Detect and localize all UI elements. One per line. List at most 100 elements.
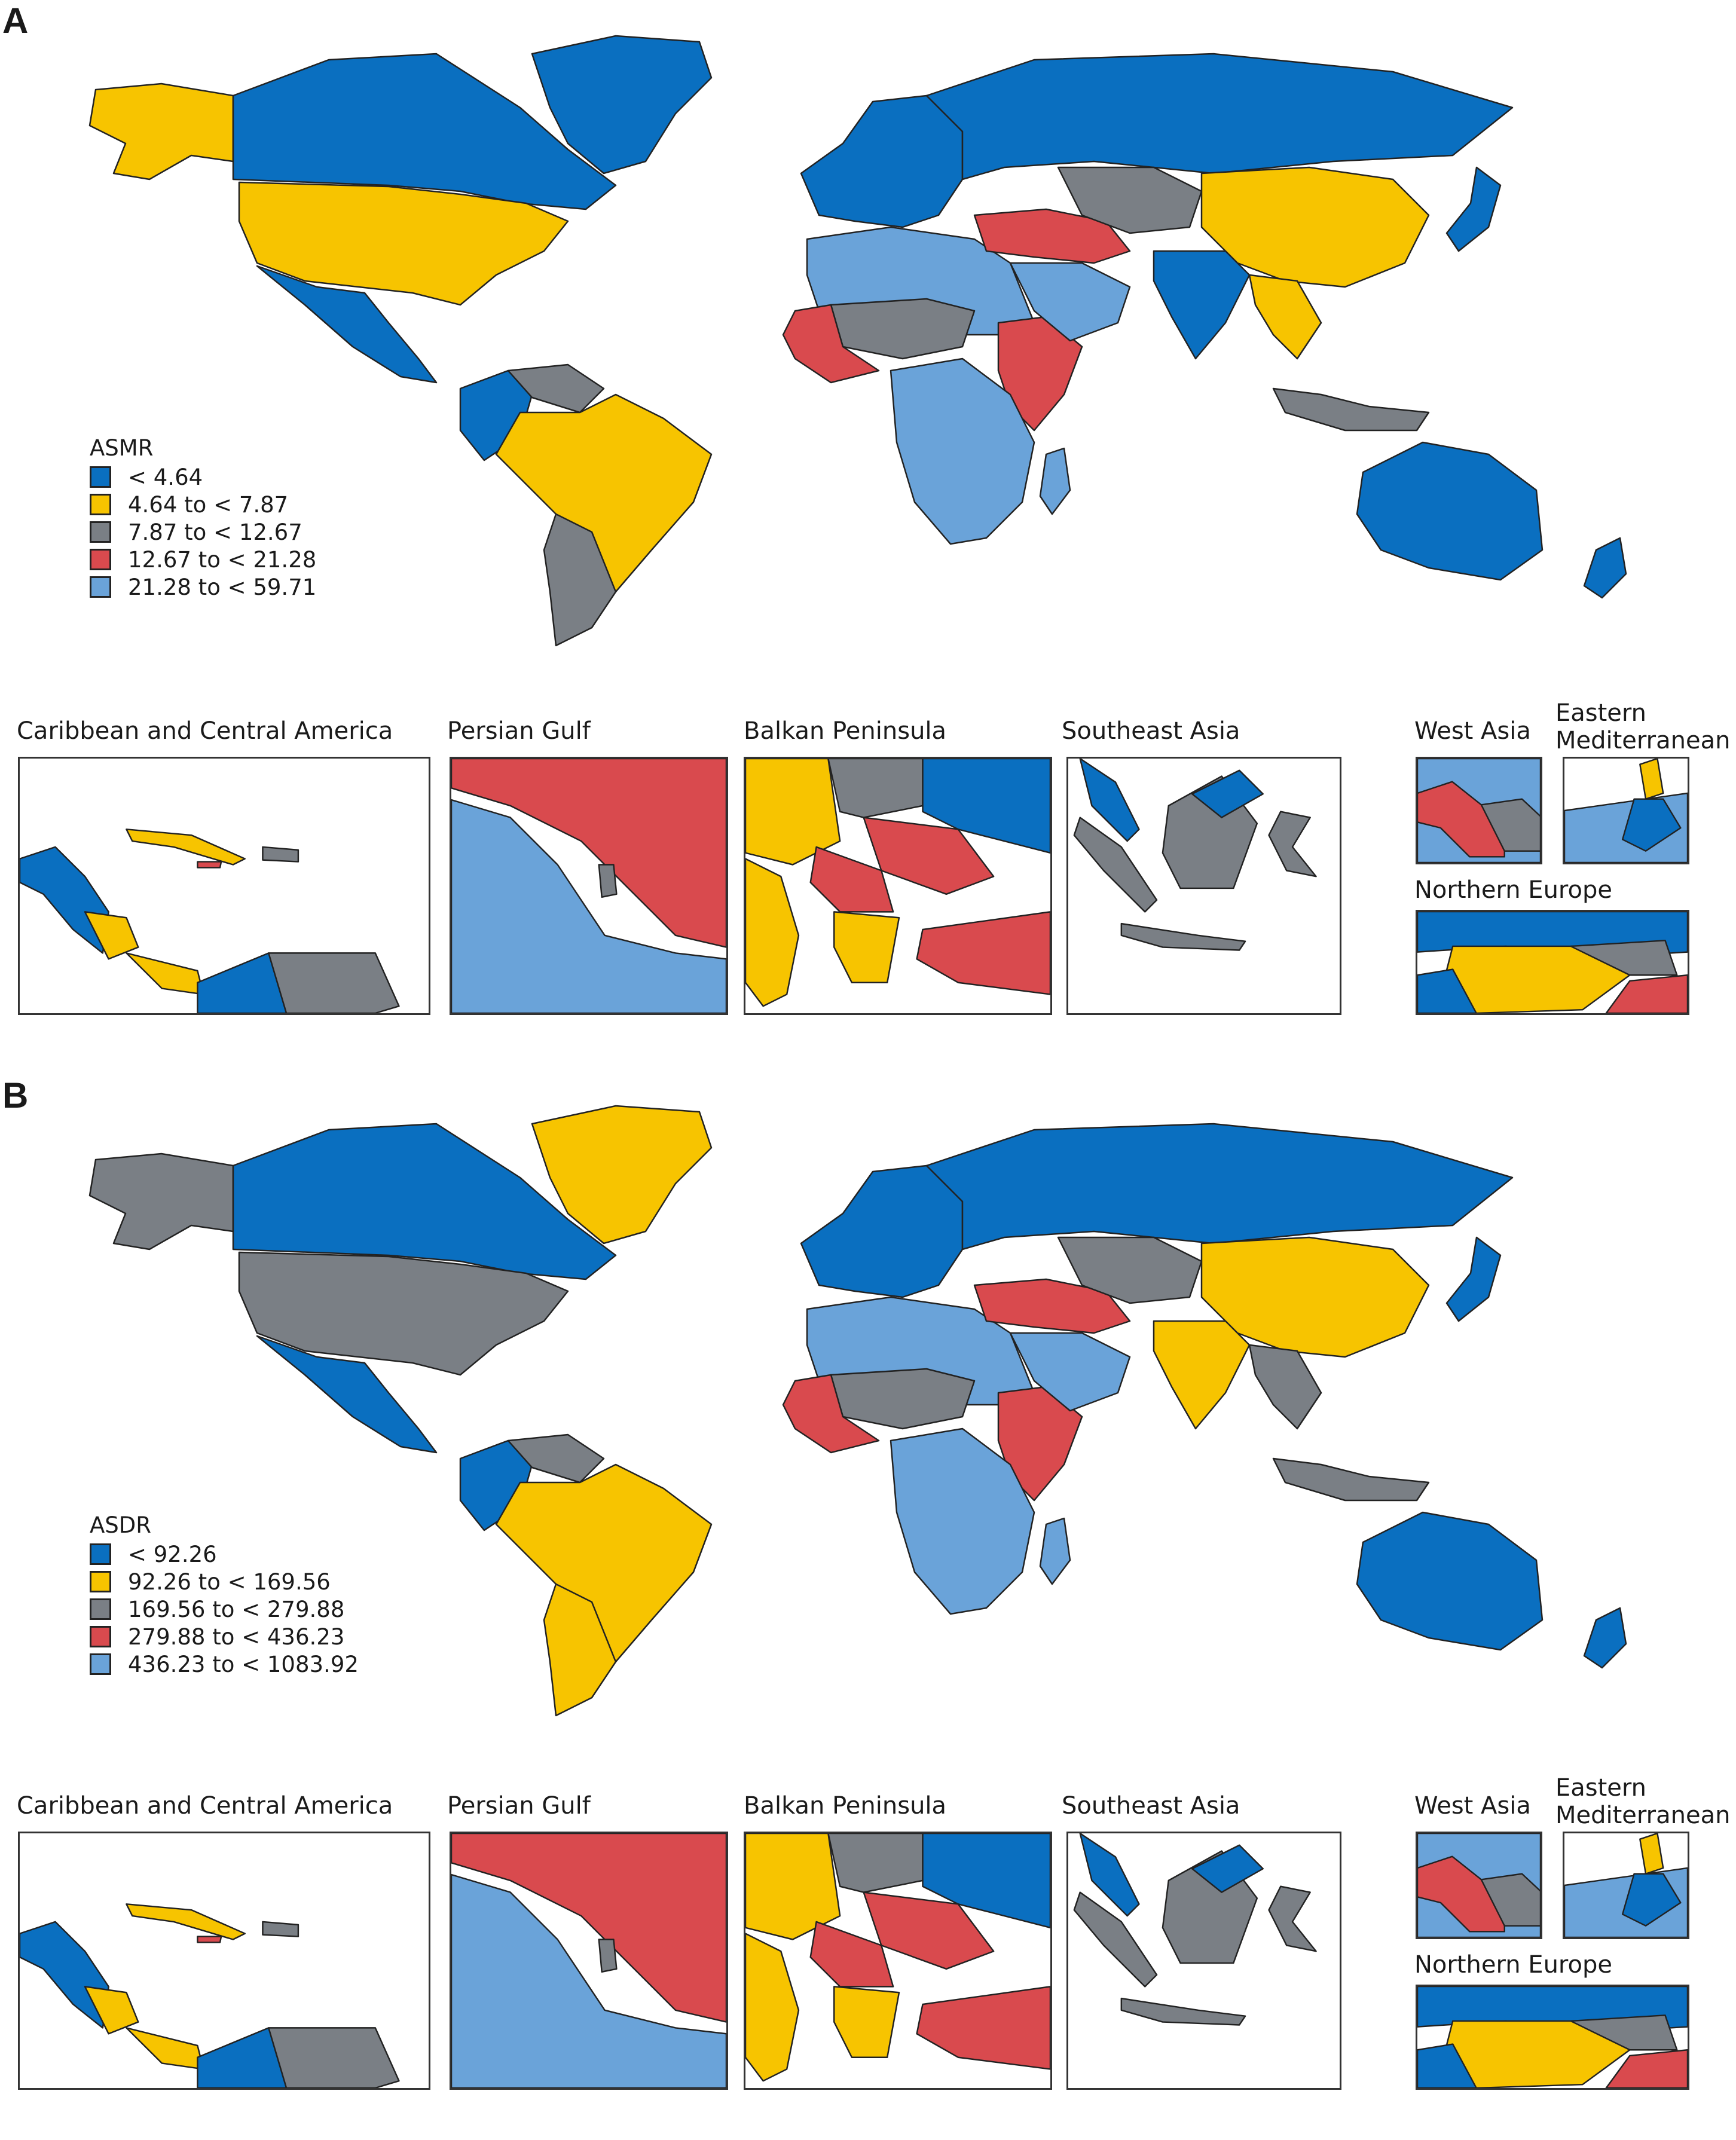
region-colombia [197,952,288,1013]
legend-item: 169.56 to < 279.88 [90,1595,359,1623]
legend-swatch [90,521,111,543]
region-russia [925,53,1514,181]
region-southeast-asia [1248,274,1322,360]
legend-swatch [90,1653,111,1675]
inset-northern-europe [1416,1985,1689,2090]
region-sumatra [1073,817,1158,913]
legend-label: < 4.64 [128,464,203,490]
inset-title-persian-gulf: Persian Gulf [447,1792,591,1820]
region-italy [745,1933,800,2082]
region-red [1417,781,1505,858]
region-qatar [598,864,618,898]
region-new-zealand [1583,1607,1627,1669]
region-italy [745,858,800,1007]
region-alaska [88,82,234,181]
region-greenland [531,35,713,175]
region-canada [232,1123,617,1280]
inset-title-eastern-mediterranean: Eastern Mediterranean [1555,699,1731,754]
inset-title-southeast-asia: Southeast Asia [1062,1792,1240,1820]
region-europe [800,1164,964,1298]
legend-label: 436.23 to < 1083.92 [128,1651,359,1677]
region-hispaniola [262,1921,299,1937]
region-sulawesi [1268,1885,1317,1952]
panel-label: B [2,1075,29,1115]
region-south-america [495,1463,713,1663]
region-west-africa [782,304,880,384]
legend-label: 7.87 to < 12.67 [128,519,302,545]
region-java [1120,922,1246,951]
inset-balkan [744,1832,1052,2090]
region-java [1120,1997,1246,2026]
region-venezuela [507,1433,605,1484]
legend-item: < 4.64 [90,463,316,491]
region-gray [1480,1873,1541,1927]
region-malay [1079,759,1140,842]
region-qatar [598,1939,618,1973]
legend-item: 12.67 to < 21.28 [90,546,316,573]
inset-title-southeast-asia: Southeast Asia [1062,717,1240,745]
region-greece [833,1986,900,2058]
legend-label: 4.64 to < 7.87 [128,491,289,518]
region-central-south-africa [890,357,1035,545]
inset-eastern-mediterranean [1563,757,1689,864]
inset-eastern-mediterranean [1563,1832,1689,1939]
inset-title-caribbean: Caribbean and Central America [17,717,393,745]
legend-swatch [90,1598,111,1620]
region-gray [1570,2014,1678,2051]
inset-southeast-asia [1066,757,1341,1015]
region-europe [800,94,964,228]
inset-northern-europe [1416,910,1689,1015]
region-west-africa [782,1374,880,1454]
region-canada [232,53,617,210]
panel-b: B ASDR < 92.26 92.26 to < 169.56 169.56 … [0,1070,1736,2140]
legend-swatch [90,1543,111,1565]
region-venezuela [268,952,400,1013]
legend-label: 21.28 to < 59.71 [128,574,317,600]
region-sumatra [1073,1891,1158,1988]
inset-balkan [744,757,1052,1015]
region-greenland [531,1105,713,1245]
region-red [1605,2049,1688,2088]
region-cuba [126,1903,246,1940]
region-cuba [126,829,246,866]
region-serbia [809,846,894,913]
region-central-asia [1057,1236,1203,1304]
inset-title-northern-europe: Northern Europe [1414,876,1612,904]
legend-swatch [90,1626,111,1647]
inset-persian-gulf [450,757,728,1015]
region-arabia [451,799,726,1013]
legend-label: 92.26 to < 169.56 [128,1569,331,1595]
inset-title-northern-europe: Northern Europe [1414,1951,1612,1979]
inset-title-west-asia: West Asia [1414,717,1531,745]
region-venezuela [268,2027,400,2088]
region-argentina [543,1583,617,1717]
region-ukraine [922,1833,1050,1929]
legend: ASMR < 4.64 4.64 to < 7.87 7.87 to < 12.… [90,435,316,601]
inset-title-balkan: Balkan Peninsula [744,1792,947,1820]
region-panama [126,2027,204,2070]
region-red [1417,1855,1505,1933]
region-central-asia [1057,166,1203,234]
region-gray [1570,940,1678,976]
region-indonesia [1272,1457,1430,1502]
legend-swatch [90,1571,111,1592]
region-mexico [256,265,438,384]
region-arabia [1009,262,1131,342]
inset-title-caribbean: Caribbean and Central America [17,1792,393,1820]
region-turkey [916,1986,1050,2070]
inset-southeast-asia [1066,1832,1341,2090]
legend-title: ASMR [90,435,154,461]
inset-caribbean [18,1832,430,2090]
region-usa [238,1251,569,1376]
region-red [1605,974,1688,1013]
region-colombia [197,2027,288,2088]
region-japan [1445,1236,1502,1322]
region-blue [1621,1873,1682,1927]
region-china [1200,166,1430,288]
inset-persian-gulf [450,1832,728,2090]
region-sahel [830,298,976,360]
region-sulawesi [1268,811,1317,878]
inset-west-asia [1416,1832,1542,1939]
region-borneo-north [1191,1844,1264,1893]
region-borneo-north [1191,769,1264,818]
